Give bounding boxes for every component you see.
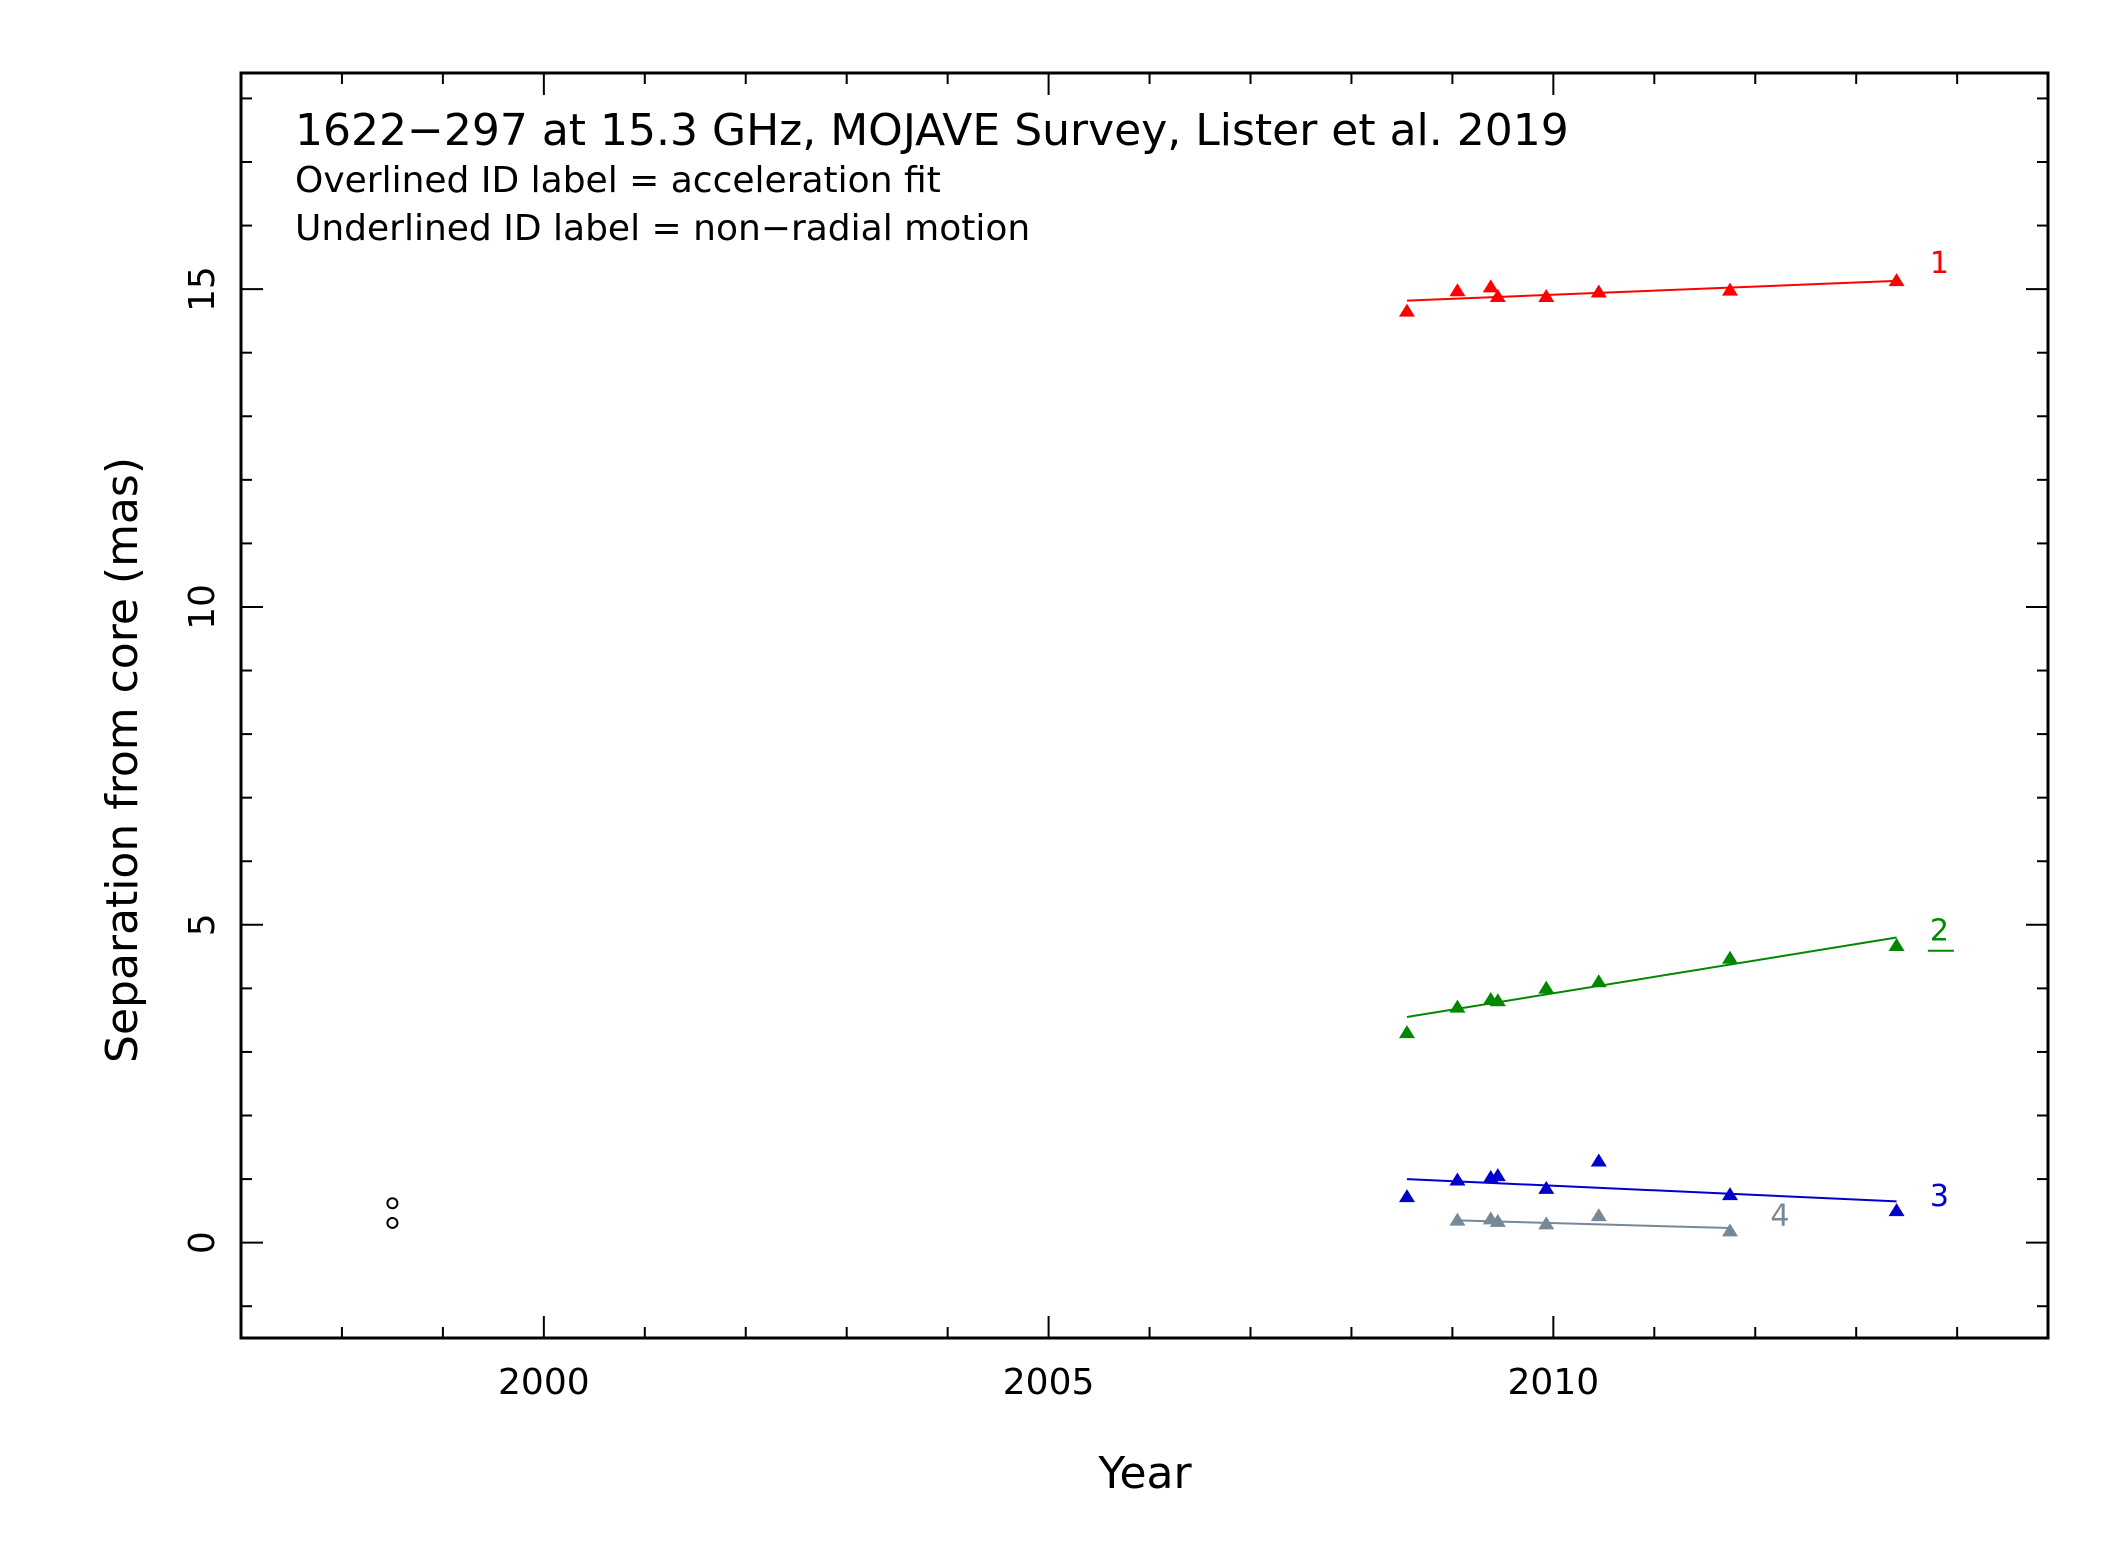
x-tick-label: 2010: [1508, 1362, 1600, 1403]
y-axis-label: Separation from core (mas): [97, 457, 148, 1063]
data-point: [1888, 1203, 1905, 1217]
data-point: [1590, 974, 1607, 988]
data-point: [1489, 288, 1506, 302]
data-point: [1489, 993, 1506, 1007]
axis-ticks: 2000 2005 2010 0 5 10 15: [182, 73, 2048, 1403]
data-point: [1888, 937, 1905, 951]
data-point: [1449, 283, 1466, 297]
component-id-label: 3: [1930, 1179, 1949, 1214]
data-point: [1722, 950, 1739, 964]
data-point: [1722, 282, 1739, 296]
y-tick-label: 15: [182, 266, 223, 312]
data-point: [1482, 279, 1499, 293]
x-tick-label: 2005: [1003, 1362, 1095, 1403]
fit-line: [1406, 279, 1897, 302]
x-axis-label: Year: [1097, 1448, 1192, 1499]
chart-subtitle-line-2: Underlined ID label = non−radial motion: [295, 208, 1030, 249]
data-point: [1538, 1216, 1555, 1230]
y-tick-label: 10: [182, 584, 223, 630]
chart-subtitle-line-1: Overlined ID label = acceleration fit: [295, 160, 941, 201]
fit-lines: [1406, 279, 1897, 1230]
plot-frame: [239, 71, 2050, 1340]
data-point: [1590, 1153, 1607, 1167]
data-point: [1489, 1168, 1506, 1182]
data-point: [1398, 303, 1415, 317]
data-point: [1722, 1223, 1739, 1237]
data-point: [1538, 288, 1555, 302]
data-point: [1888, 273, 1905, 287]
data-point: [1590, 1208, 1607, 1222]
component-id-label: 4: [1770, 1198, 1789, 1233]
data-point: [1590, 284, 1607, 298]
data-point: [1489, 1213, 1506, 1227]
y-tick-label: 5: [182, 913, 223, 936]
fit-line: [1457, 1219, 1731, 1230]
component-id-labels: 1 2 3 4: [1770, 246, 1954, 1233]
x-tick-label: 2000: [498, 1362, 590, 1403]
data-point: [386, 1197, 399, 1210]
data-points: [386, 273, 1905, 1237]
data-point: [1722, 1187, 1739, 1201]
fit-line: [1406, 936, 1897, 1018]
data-point: [1398, 1189, 1415, 1203]
data-point: [1538, 1180, 1555, 1194]
chart-title: 1622−297 at 15.3 GHz, MOJAVE Survey, Lis…: [295, 105, 1569, 156]
component-id-label: 1: [1930, 246, 1949, 281]
data-point: [386, 1216, 399, 1229]
component-id-label: 2: [1930, 914, 1949, 949]
data-point: [1449, 999, 1466, 1013]
data-point: [1449, 1172, 1466, 1186]
data-point: [1449, 1212, 1466, 1226]
data-point: [1538, 980, 1555, 994]
fit-line: [1406, 1178, 1897, 1203]
y-tick-label: 0: [182, 1231, 223, 1254]
data-point: [1398, 1025, 1415, 1039]
